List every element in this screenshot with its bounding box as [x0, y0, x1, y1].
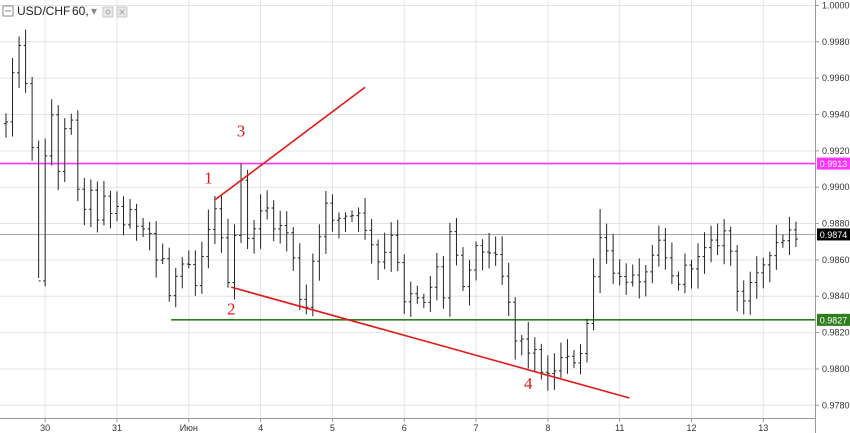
- trend-lines: [214, 86, 630, 399]
- chart-header: USD/CHF 60, ▾: [2, 4, 128, 18]
- timeframe-label[interactable]: 60,: [72, 4, 89, 18]
- price-badges: 0.9913 0.9827 0.9874: [817, 157, 850, 326]
- y-tick-label: 0.9820: [822, 328, 850, 338]
- timeframe-dropdown-icon[interactable]: ▾: [91, 4, 97, 18]
- y-tick-label: 0.9840: [822, 291, 850, 301]
- price-badge-label: 0.9874: [820, 230, 848, 240]
- point-label-3: 3: [237, 121, 246, 140]
- price-badge-current: [817, 228, 850, 241]
- y-tick-label: 0.9920: [822, 146, 850, 156]
- price-badge-resistance: [817, 157, 850, 170]
- price-badge-label: 0.9913: [820, 159, 848, 169]
- x-tick-label: 31: [112, 423, 122, 433]
- x-tick-label: 5: [330, 423, 335, 433]
- y-tick-label: 0.9800: [822, 364, 850, 374]
- x-tick-label: 11: [615, 423, 624, 433]
- x-tick-label: 6: [402, 423, 407, 433]
- annotations: 1 2 3 4: [204, 121, 533, 393]
- x-tick-label: 8: [545, 423, 550, 433]
- point-label-2: 2: [227, 299, 236, 318]
- point-label-1: 1: [204, 169, 213, 188]
- y-tick-label: 0.9960: [822, 73, 850, 83]
- y-tick-label: 0.9900: [822, 182, 850, 192]
- y-tick-label: 1.0000: [822, 0, 850, 10]
- y-tick-label: 0.9880: [822, 219, 850, 229]
- price-badge-support: [817, 313, 850, 326]
- y-tick-label: 0.9860: [822, 255, 850, 265]
- ohlc-bars: [4, 29, 798, 391]
- y-tick-label: 0.9780: [822, 400, 850, 410]
- point-label-4: 4: [524, 374, 533, 393]
- x-tick-label: Июн: [180, 423, 198, 433]
- x-tick-label: 7: [474, 423, 479, 433]
- x-tick-label: 12: [686, 423, 696, 433]
- settings-icon[interactable]: [102, 6, 114, 18]
- settings-icon-gear: [105, 9, 111, 15]
- price-badge-label: 0.9827: [820, 315, 848, 325]
- trendline-upper[interactable]: [214, 86, 366, 201]
- symbol-label[interactable]: USD/CHF: [17, 4, 70, 18]
- y-tick-label: 0.9940: [822, 109, 850, 119]
- trendline-lower[interactable]: [231, 286, 630, 399]
- grid: [0, 0, 815, 418]
- x-tick-label: 4: [258, 423, 263, 433]
- horizontal-levels: [0, 162, 815, 321]
- close-icon-stroke: [119, 9, 125, 15]
- y-tick-label: 0.9980: [822, 37, 850, 47]
- x-tick-label: 30: [40, 423, 50, 433]
- x-tick-label: 13: [758, 423, 768, 433]
